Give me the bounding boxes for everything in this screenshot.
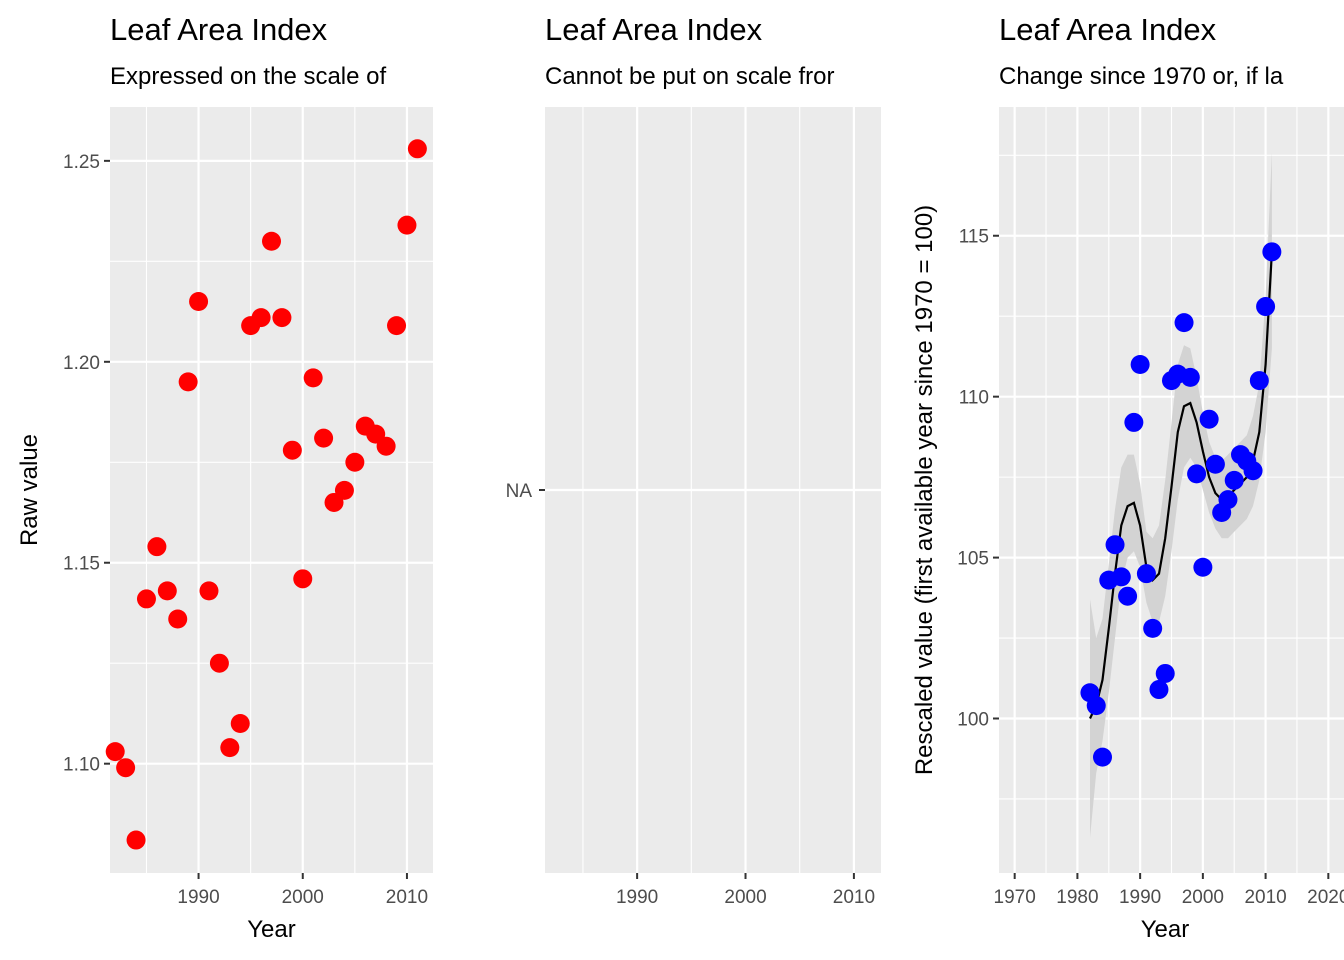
chart-3-data-point (1118, 586, 1138, 606)
chart-1-points (105, 139, 427, 850)
chart-1-x-tick-label: 2000 (282, 887, 324, 908)
chart-3-y-axis-label: Rescaled value (first available year sin… (911, 205, 938, 775)
chart-2-title: Leaf Area Index (545, 12, 763, 47)
chart-2-x-tick-label: 1990 (616, 887, 658, 908)
chart-1-data-point (397, 215, 417, 235)
chart-3-data-point (1124, 412, 1144, 432)
chart-1-data-point (105, 742, 125, 762)
chart-1-data-point (189, 292, 209, 312)
chart-1-data-point (387, 316, 407, 336)
chart-1-title: Leaf Area Index (110, 12, 328, 47)
chart-1-x-tick-label: 2010 (386, 887, 428, 908)
chart-1-data-point (334, 480, 354, 500)
chart-1-data-point (262, 231, 281, 251)
chart-3-y-tick-label: 110 (959, 388, 989, 409)
chart-3-x-axis-label: Year (1141, 916, 1190, 943)
chart-3-data-point (1136, 564, 1156, 584)
chart-1-data-point (293, 569, 313, 589)
chart-2-x-axis: 1990 2000 2010 (616, 873, 875, 908)
chart-1-data-point (407, 139, 427, 159)
chart-3-y-tick-label: 100 (957, 710, 989, 731)
chart-3-data-point (1224, 470, 1244, 490)
chart-3-title: Leaf Area Index (999, 12, 1217, 47)
chart-3-data-point (1105, 535, 1125, 555)
chart-1-data-point (178, 372, 198, 392)
chart-3-data-point (1256, 297, 1276, 317)
chart-panel-2: Leaf Area Index Cannot be put on scale f… (506, 12, 881, 908)
chart-1-data-point (209, 653, 229, 673)
chart-1-data-point (116, 758, 136, 778)
chart-panel-3: Leaf Area Index Change since 1970 or, if… (911, 12, 1344, 943)
chart-1-data-point (136, 589, 156, 609)
chart-3-data-point (1143, 618, 1163, 638)
chart-1-data-point (251, 308, 271, 328)
chart-3-data-point (1180, 367, 1200, 387)
chart-3-data-point (1086, 696, 1106, 716)
chart-2-y-axis: NA (506, 481, 545, 502)
chart-3-data-point (1111, 567, 1131, 587)
chart-3-y-axis: 100 105 110 115 (957, 227, 999, 731)
chart-2-subtitle: Cannot be put on scale fror (545, 63, 835, 90)
chart-2-y-tick-label: NA (506, 481, 533, 502)
chart-1-gridlines (110, 107, 433, 873)
chart-1-data-point (376, 436, 396, 456)
chart-1-y-tick-label: 1.15 (63, 554, 100, 575)
chart-1-data-point (168, 609, 188, 629)
chart-1-data-point (272, 308, 292, 328)
chart-3-gridlines (999, 107, 1344, 873)
chart-3-data-point (1218, 490, 1238, 510)
chart-3-x-tick-label: 2010 (1244, 887, 1286, 908)
chart-3-x-tick-label: 1990 (1119, 887, 1161, 908)
chart-3-data-point (1262, 242, 1282, 262)
chart-2-gridlines (545, 107, 881, 873)
chart-1-data-point (220, 738, 240, 758)
chart-1-plot-background (110, 107, 433, 873)
chart-3-data-point (1149, 680, 1169, 700)
chart-3-x-tick-label: 1980 (1056, 887, 1098, 908)
chart-3-x-axis: 1970 1980 1990 2000 2010 2020 (994, 873, 1344, 908)
chart-2-x-tick-label: 2000 (724, 887, 766, 908)
chart-3-data-point (1130, 354, 1150, 374)
chart-1-data-point (303, 368, 323, 388)
chart-1-data-point (345, 452, 365, 472)
chart-1-data-point (314, 428, 334, 448)
chart-1-y-axis-label: Raw value (16, 434, 43, 546)
chart-3-data-point (1243, 461, 1263, 481)
chart-panel-1: Leaf Area Index Expressed on the scale o… (16, 12, 433, 943)
chart-1-y-tick-label: 1.25 (63, 152, 100, 173)
chart-3-data-point (1187, 464, 1207, 484)
chart-1-data-point (282, 440, 302, 460)
chart-1-data-point (126, 830, 146, 850)
chart-3-data-point (1199, 409, 1219, 429)
chart-3-data-point (1093, 747, 1112, 767)
chart-3-data-point (1193, 557, 1213, 577)
chart-3-y-tick-label: 105 (957, 549, 989, 570)
chart-1-data-point (199, 581, 219, 601)
chart-3-data-point (1155, 663, 1175, 683)
chart-3-subtitle: Change since 1970 or, if la (999, 63, 1284, 90)
chart-3-x-tick-label: 2020 (1307, 887, 1344, 908)
chart-3-x-tick-label: 1970 (994, 887, 1036, 908)
chart-1-y-axis: 1.10 1.15 1.20 1.25 (63, 152, 110, 776)
chart-1-data-point (147, 537, 167, 557)
chart-1-x-axis: 1990 2000 2010 (177, 873, 428, 908)
chart-3-y-tick-label: 115 (959, 227, 989, 248)
chart-1-subtitle: Expressed on the scale of (110, 63, 386, 90)
chart-3-data-point (1205, 454, 1225, 474)
chart-3-x-tick-label: 2000 (1182, 887, 1224, 908)
chart-3-points (1080, 242, 1282, 767)
chart-3-data-point (1249, 371, 1269, 391)
chart-1-y-tick-label: 1.10 (63, 755, 100, 776)
chart-1-y-tick-label: 1.20 (63, 353, 100, 374)
chart-1-x-axis-label: Year (247, 916, 296, 943)
chart-1-data-point (230, 713, 250, 733)
chart-1-data-point (157, 581, 177, 601)
chart-1-x-tick-label: 1990 (177, 887, 219, 908)
chart-2-x-tick-label: 2010 (833, 887, 875, 908)
chart-3-data-point (1174, 313, 1194, 333)
